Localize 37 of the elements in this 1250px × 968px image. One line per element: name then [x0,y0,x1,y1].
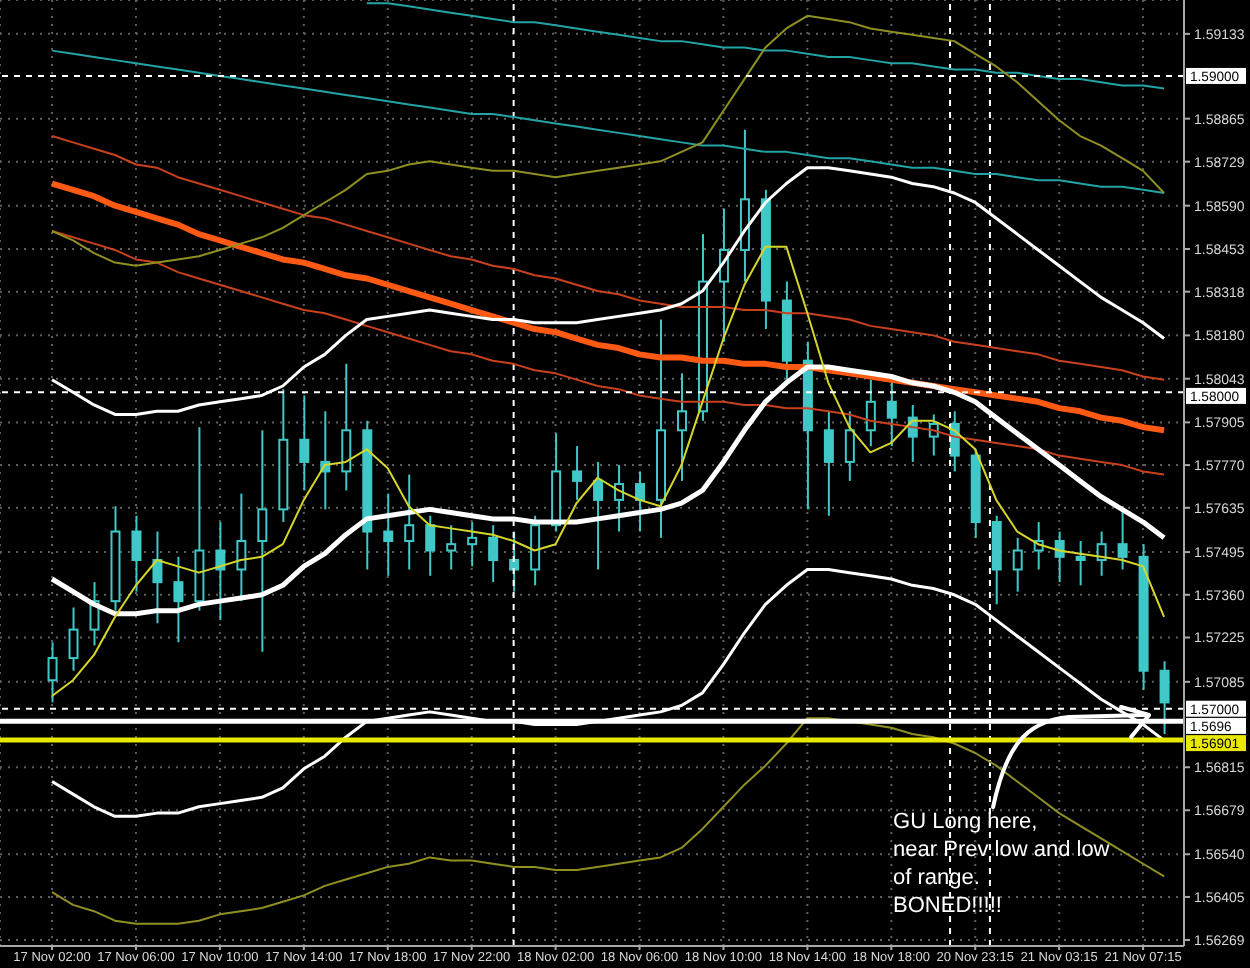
line-series [51,135,1166,381]
candlestick [446,524,457,571]
candlestick [1159,660,1170,736]
candlestick [1012,536,1023,593]
candlestick [656,318,667,539]
candlestick [614,464,625,533]
candlestick [257,429,268,653]
candlestick [341,362,352,492]
candlestick [152,530,163,625]
candlestick [823,410,834,517]
candlestick [404,473,415,571]
candlestick [739,128,750,283]
line-series [51,14,1166,267]
candlestick [593,460,604,571]
candlestick [635,470,646,533]
line-series [51,49,1166,194]
line-series [51,245,1166,698]
line-series [51,229,1166,476]
candlestick [865,378,876,448]
candlestick [551,432,562,533]
candlestick [68,606,79,672]
candlestick [131,514,142,593]
candlestick [572,445,583,501]
candlestick [110,505,121,612]
candlestick [173,555,184,644]
candlestick [1138,543,1149,691]
candlestick [383,492,394,577]
candlestick [299,394,310,492]
candlestick [781,280,792,381]
line-series [51,717,1166,925]
candlestick [677,372,687,482]
candlestick [278,388,289,524]
annotation: GU Long here, near Prev low and low of range. BONED!!!!! [893,809,1110,918]
line-series [365,2,1166,90]
candlestick [844,410,855,482]
candlestick [236,492,247,603]
candlestick [47,641,58,704]
